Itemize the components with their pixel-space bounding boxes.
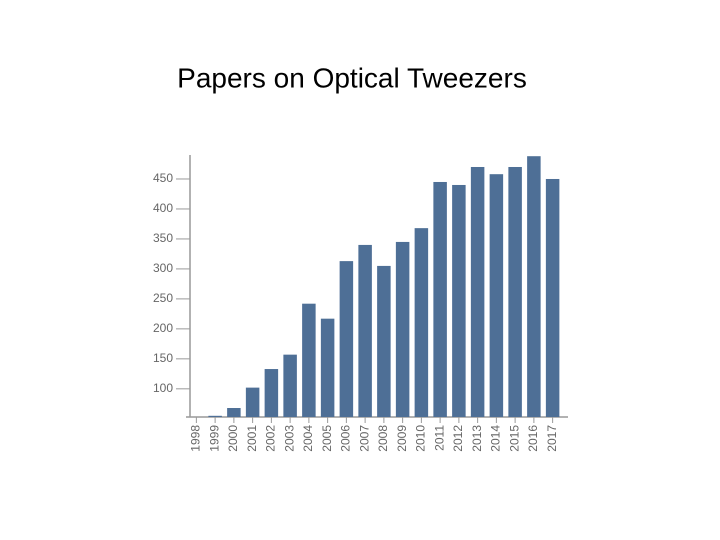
y-tick-label: 200 [153,321,173,335]
x-tick-label: 2016 [526,425,540,452]
x-tick-label: 2008 [376,425,390,452]
x-tick-label: 2011 [432,425,446,451]
bar [339,261,354,417]
bar [414,228,429,417]
x-tick-label: 2001 [245,425,259,452]
bar [395,241,410,417]
x-tick-label: 2010 [414,425,428,452]
bar [227,408,241,417]
x-tick-label: 2014 [489,425,503,452]
y-tick-label: 100 [153,381,173,395]
x-tick-label: 2006 [339,425,353,452]
bar [208,415,222,417]
y-tick-label: 350 [153,231,173,245]
y-tick-label: 400 [153,201,173,215]
bar [527,156,541,417]
bar [245,387,260,417]
y-tick-label: 150 [153,351,173,365]
x-tick-label: 2000 [226,425,240,452]
bar [470,166,485,417]
x-tick-label: 2013 [470,425,484,452]
bar [433,181,447,417]
x-tick-label: 1999 [207,425,221,452]
x-tick-label: 2009 [395,425,409,452]
x-tick-label: 2007 [357,425,371,452]
bar [320,318,335,417]
y-tick-label: 300 [153,261,173,275]
bar [283,354,297,417]
bar [508,166,522,417]
x-tick-label: 2012 [451,425,465,452]
chart-title: Papers on Optical Tweezers [177,62,527,93]
x-tick-label: 2005 [320,425,334,452]
y-tick-label: 450 [153,171,173,185]
x-tick-label: 2017 [545,425,559,452]
x-tick-label: 2002 [264,425,278,452]
bar [489,174,504,417]
x-tick-label: 2004 [301,425,315,452]
x-tick-label: 2015 [507,425,521,452]
bar [452,184,466,417]
x-tick-label: 1998 [189,425,203,452]
bar [358,244,372,417]
bar [545,178,560,417]
bar [264,369,279,417]
y-tick-label: 250 [153,291,173,305]
bar [302,303,316,417]
bar [377,265,391,417]
x-tick-label: 2003 [282,425,296,452]
